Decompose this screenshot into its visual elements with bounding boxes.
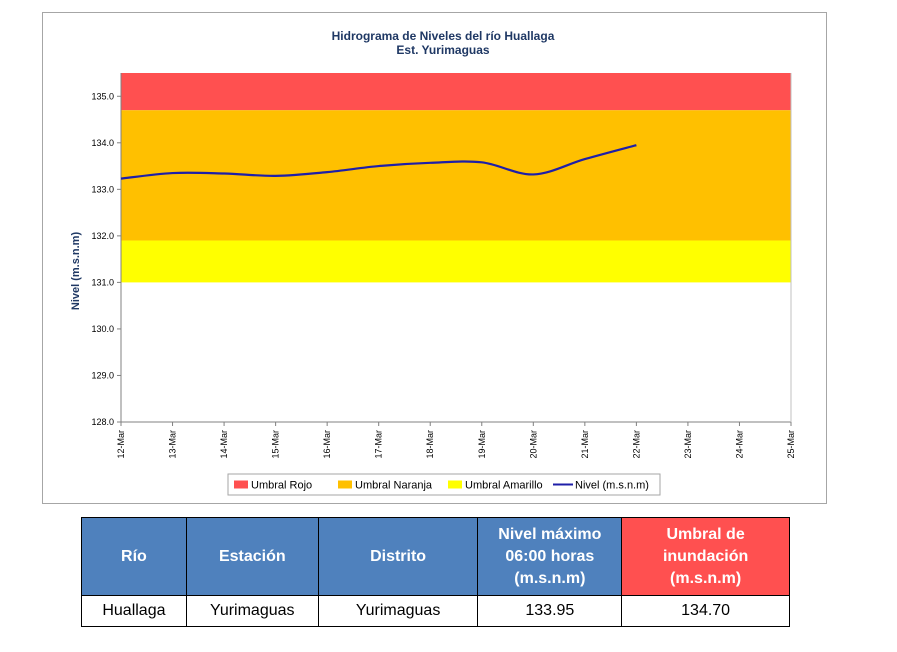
- chart-subtitle: Est. Yurimaguas: [396, 43, 489, 57]
- x-tick-label: 18-Mar: [425, 430, 435, 459]
- table-header-row: Río Estación Distrito Nivel máximo 06:00…: [81, 517, 790, 596]
- legend-box: [227, 473, 661, 496]
- header-distrito: Distrito: [317, 517, 479, 596]
- header-rio: Río: [81, 517, 187, 596]
- y-tick-label: 133.0: [91, 184, 114, 194]
- x-tick-label: 23-Mar: [683, 430, 693, 459]
- x-tick-label: 22-Mar: [631, 430, 641, 459]
- x-tick-label: 14-Mar: [219, 430, 229, 459]
- chart-title: Hidrograma de Niveles del río Huallaga: [332, 29, 555, 43]
- y-tick-label: 131.0: [91, 277, 114, 287]
- x-tick-label: 17-Mar: [374, 430, 384, 459]
- y-axis-label: Nivel (m.s.n.m): [70, 232, 82, 311]
- legend-swatch: [338, 480, 352, 489]
- legend-label: Umbral Rojo: [251, 480, 312, 492]
- x-tick-label: 13-Mar: [168, 430, 178, 459]
- band-umbral-rojo: [121, 73, 791, 111]
- series-layer: [120, 144, 637, 180]
- band-umbral-amarillo: [121, 240, 791, 283]
- legend: Umbral Rojo Umbral Naranja Umbral Amarillo…: [227, 473, 661, 496]
- y-tick-label: 130.0: [91, 324, 114, 334]
- cell-estacion: Yurimaguas: [185, 595, 319, 627]
- x-tick-label: 21-Mar: [580, 430, 590, 459]
- y-tick-label: 134.0: [91, 138, 114, 148]
- header-umbral-inundacion: Umbral de inundación (m.s.n.m): [621, 517, 790, 596]
- summary-table: Río Estación Distrito Nivel máximo 06:00…: [81, 517, 790, 627]
- y-tick-label: 128.0: [91, 417, 114, 427]
- x-tick-label: 25-Mar: [786, 430, 796, 459]
- hydrograph-chart: Hidrograma de Niveles del río Huallaga E…: [42, 12, 827, 504]
- legend-label: Umbral Amarillo: [465, 480, 543, 492]
- y-tick-label: 132.0: [91, 231, 114, 241]
- cell-umbral-inundacion: 134.70: [621, 595, 790, 627]
- cell-distrito: Yurimaguas: [317, 595, 479, 627]
- axes: 128.0 129.0 130.0 131.0 132.0 133.0 134.0 135.0…: [91, 73, 796, 459]
- legend-label: Umbral Naranja: [355, 480, 433, 492]
- x-tick-label: 19-Mar: [477, 430, 487, 459]
- cell-nivel-maximo: 133.95: [477, 595, 623, 627]
- table-row: Huallaga Yurimaguas Yurimaguas 133.95 13…: [81, 595, 790, 627]
- x-tick-label: 24-Mar: [734, 430, 744, 459]
- legend-swatch: [448, 480, 462, 489]
- chart-canvas: Hidrograma de Niveles del río Huallaga E…: [70, 29, 796, 496]
- band-umbral-naranja: [121, 110, 791, 241]
- x-tick-label: 15-Mar: [271, 430, 281, 459]
- y-tick-label: 135.0: [91, 91, 114, 101]
- x-tick-label: 16-Mar: [322, 430, 332, 459]
- header-estacion: Estación: [185, 517, 319, 596]
- legend-swatch: [234, 480, 248, 489]
- cell-rio: Huallaga: [81, 595, 187, 627]
- y-tick-label: 129.0: [91, 370, 114, 380]
- header-nivel-maximo: Nivel máximo 06:00 horas (m.s.n.m): [477, 517, 623, 596]
- x-tick-label: 20-Mar: [528, 430, 538, 459]
- threshold-bands: [121, 73, 791, 283]
- legend-label: Nivel (m.s.n.m): [575, 480, 649, 492]
- x-tick-label: 12-Mar: [116, 430, 126, 459]
